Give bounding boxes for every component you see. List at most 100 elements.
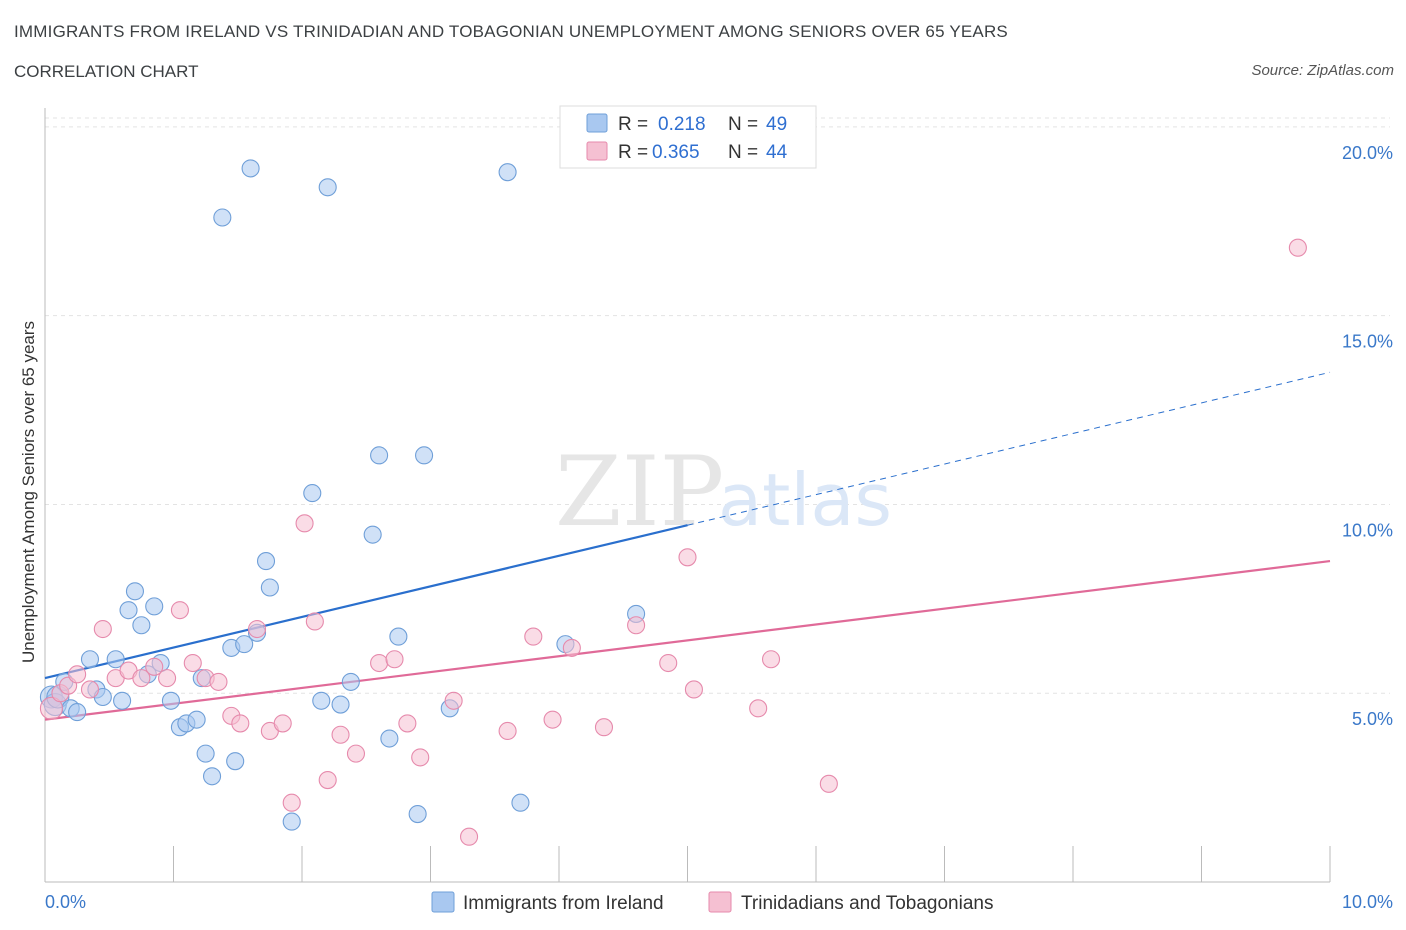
point-ireland-39 [370, 446, 389, 465]
point-trinidad-26 [370, 653, 389, 673]
point-ireland-26 [226, 752, 245, 771]
point-trinidad-0 [39, 696, 63, 720]
point-trinidad-33 [524, 627, 543, 646]
y-tick-label-1: 10.0% [1342, 520, 1393, 540]
grid-lines [45, 117, 1390, 694]
legend-label-trinidad: Trinidadians and Tobagonians [741, 893, 993, 914]
point-trinidad-5 [93, 619, 112, 639]
point-ireland-15 [145, 597, 164, 616]
point-ireland-11 [119, 601, 138, 620]
point-ireland-9 [106, 650, 125, 669]
point-ireland-22 [196, 744, 215, 763]
trend-lines [44, 371, 1331, 721]
data-points [39, 159, 1307, 846]
chart-subtitle: CORRELATION CHART [14, 62, 199, 81]
point-ireland-36 [331, 695, 350, 714]
point-ireland-13 [132, 616, 151, 635]
point-trinidad-23 [318, 771, 337, 790]
point-trinidad-31 [459, 827, 479, 846]
stats-n-value-ireland: 49 [766, 114, 787, 135]
point-ireland-46 [511, 793, 530, 812]
point-ireland-12 [125, 582, 144, 601]
point-ireland-42 [415, 446, 434, 465]
point-ireland-33 [303, 484, 322, 503]
point-trinidad-20 [282, 793, 301, 812]
stats-n-label-trinidad: N = [728, 142, 758, 163]
chart-title: IMMIGRANTS FROM IRELAND VS TRINIDADIAN A… [14, 22, 1008, 41]
point-ireland-41 [389, 627, 408, 646]
x-tick-label-0: 0.0% [45, 892, 86, 912]
point-ireland-35 [318, 178, 337, 197]
point-trinidad-27 [385, 650, 404, 669]
point-trinidad-37 [627, 616, 646, 635]
point-trinidad-10 [158, 669, 177, 688]
point-trinidad-41 [749, 699, 768, 718]
point-trinidad-14 [209, 672, 228, 691]
stats-swatch-trinidad [586, 141, 608, 161]
legend-swatch-ireland [431, 891, 455, 913]
point-ireland-30 [256, 552, 276, 571]
point-trinidad-21 [295, 514, 314, 533]
point-trinidad-9 [145, 657, 164, 676]
point-trinidad-16 [231, 714, 250, 733]
trend-line-extension-ireland [687, 371, 1331, 526]
point-trinidad-39 [678, 548, 697, 567]
point-trinidad-29 [411, 748, 430, 767]
point-trinidad-22 [305, 612, 324, 631]
point-ireland-40 [380, 729, 399, 748]
point-ireland-32 [282, 812, 301, 831]
y-tick-label-2: 15.0% [1342, 332, 1393, 352]
stats-r-value-ireland: 0.218 [658, 114, 706, 135]
stats-r-value-trinidad: 0.365 [652, 142, 700, 163]
stats-r-label-ireland: R = [618, 114, 648, 135]
point-ireland-45 [498, 163, 517, 182]
point-trinidad-43 [819, 774, 838, 793]
point-ireland-10 [113, 691, 132, 710]
stats-n-value-trinidad: 44 [766, 142, 788, 163]
point-ireland-6 [80, 650, 100, 669]
point-ireland-5 [68, 703, 87, 722]
stats-n-label-ireland: N = [728, 114, 758, 135]
stats-legend: R = 0.218 N = 49 R = 0.365 N = 44 [559, 105, 817, 169]
legend-swatch-trinidad [708, 891, 732, 913]
point-ireland-43 [408, 804, 427, 824]
point-trinidad-30 [444, 691, 463, 710]
trend-line-trinidad [44, 559, 1331, 721]
series-legend: Immigrants from Ireland Trinidadians and… [431, 891, 993, 914]
point-ireland-34 [312, 691, 331, 710]
point-trinidad-42 [761, 650, 781, 669]
point-trinidad-4 [80, 680, 100, 699]
point-trinidad-40 [684, 680, 703, 699]
point-ireland-20 [187, 710, 206, 729]
y-axis-label: Unemployment Among Seniors over 65 years [19, 321, 38, 663]
point-trinidad-36 [594, 718, 614, 737]
point-ireland-37 [341, 672, 360, 691]
point-trinidad-34 [543, 710, 562, 729]
x-tick-label-1: 10.0% [1342, 892, 1393, 912]
point-trinidad-35 [562, 638, 581, 657]
stats-r-label-trinidad: R = [618, 142, 648, 163]
point-trinidad-12 [183, 653, 202, 673]
point-ireland-31 [260, 578, 279, 597]
point-trinidad-25 [346, 744, 366, 763]
point-trinidad-17 [247, 619, 267, 639]
axes [44, 108, 1331, 883]
point-trinidad-38 [659, 653, 678, 673]
trend-line-ireland [44, 524, 688, 680]
point-ireland-24 [213, 208, 232, 227]
point-trinidad-24 [331, 725, 350, 744]
point-trinidad-28 [398, 714, 417, 733]
legend-label-ireland: Immigrants from Ireland [463, 893, 664, 914]
point-ireland-28 [241, 159, 260, 178]
point-ireland-27 [235, 635, 254, 654]
point-ireland-23 [203, 767, 222, 786]
x-tick-labels: 0.0% 10.0% [45, 892, 1393, 912]
y-tick-label-0: 5.0% [1352, 709, 1393, 729]
source-credit: Source: ZipAtlas.com [1251, 62, 1394, 79]
y-tick-labels: 5.0% 10.0% 15.0% 20.0% [1342, 143, 1393, 729]
point-trinidad-19 [273, 714, 292, 733]
watermark: ZIP atlas [555, 436, 892, 548]
point-trinidad-8 [132, 669, 151, 688]
point-trinidad-44 [1288, 238, 1307, 257]
y-tick-label-3: 20.0% [1342, 143, 1393, 163]
